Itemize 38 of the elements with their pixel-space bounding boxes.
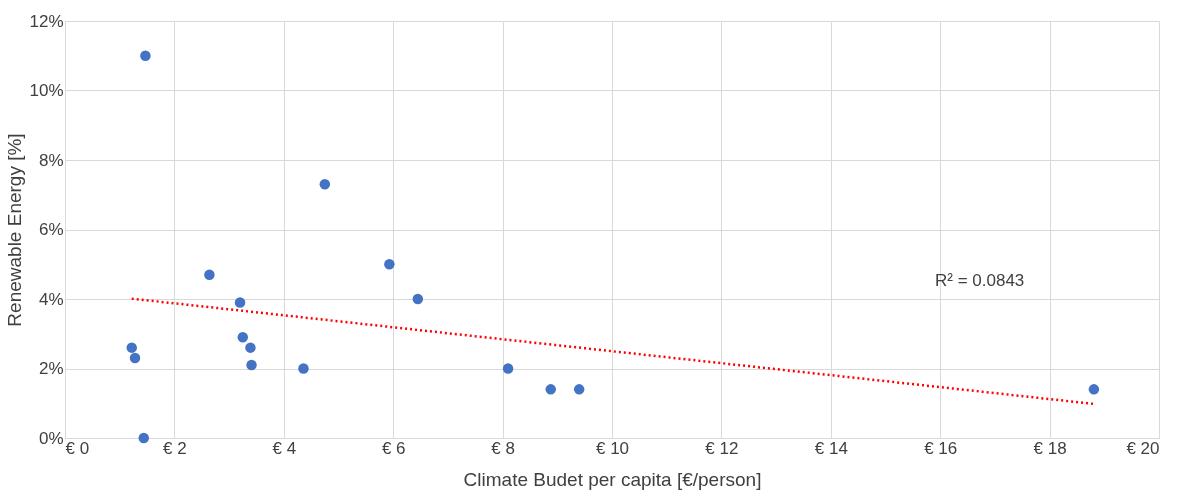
x-tick-label: € 16 [924, 438, 958, 458]
point [545, 384, 556, 395]
x-tick-label: € 4 [272, 438, 297, 458]
point [298, 363, 309, 374]
y-tick-label: 2% [38, 359, 64, 378]
point [502, 363, 514, 374]
y-tick-label: 10% [29, 81, 64, 100]
x-tick-label: € 12 [705, 438, 739, 458]
y-axis-title: Renewable Energy [%] [4, 133, 26, 327]
y-tick-label: 12% [29, 11, 64, 31]
point [246, 359, 257, 371]
point [140, 50, 151, 61]
x-tick-label: € 20 [1126, 438, 1160, 458]
y-tick-label: 6% [38, 220, 64, 239]
point [126, 342, 137, 353]
x-tick-label: € 0 [65, 438, 90, 458]
point [237, 331, 249, 343]
point [573, 384, 585, 395]
point [138, 432, 150, 444]
y-tick-label: 0% [38, 428, 64, 448]
point [319, 179, 331, 190]
point [1088, 384, 1100, 395]
x-tick-label: € 10 [595, 438, 630, 458]
point [204, 269, 215, 280]
point [245, 342, 256, 353]
point [129, 352, 141, 364]
point [412, 293, 424, 305]
point [384, 259, 395, 270]
x-tick-label: € 18 [1033, 438, 1067, 458]
x-tick-label: € 8 [491, 438, 515, 458]
y-tick-label: 4% [38, 289, 64, 309]
y-tick-label: 8% [38, 150, 64, 170]
x-tick-label: € 2 [163, 438, 187, 458]
annotation: R² = 0.0843 [935, 271, 1025, 290]
x-tick-label: € 6 [381, 438, 406, 458]
x-axis-title: Climate Budet per capita [€/person] [463, 468, 762, 490]
x-tick-label: € 14 [814, 438, 848, 458]
point [234, 297, 246, 308]
